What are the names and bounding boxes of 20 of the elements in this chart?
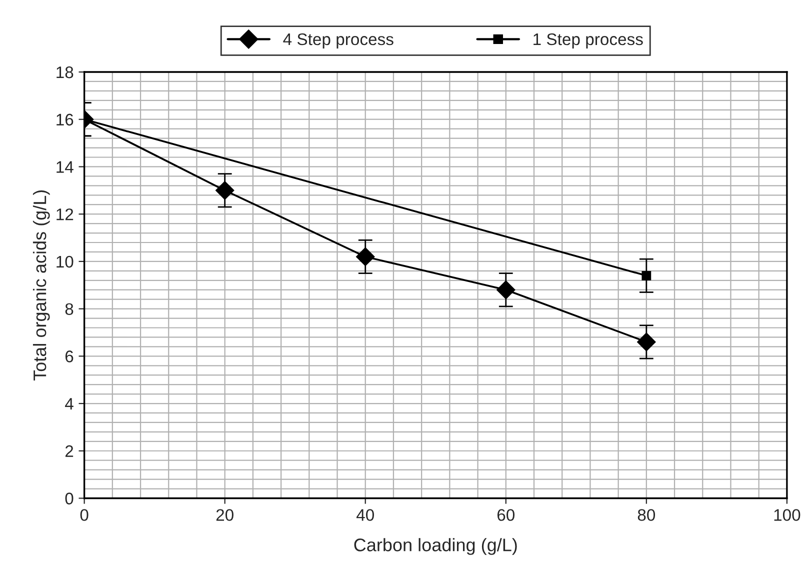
legend-label: 1 Step process bbox=[534, 33, 643, 48]
y-tick-label: 12 bbox=[56, 208, 74, 220]
y-tick-label: 8 bbox=[65, 303, 74, 316]
y-axis-title: Total organic acids (g/L) bbox=[32, 190, 50, 381]
x-axis-title: Carbon loading (g/L) bbox=[354, 538, 517, 555]
x-tick-label: 20 bbox=[216, 509, 234, 521]
y-tick-label: 14 bbox=[56, 161, 74, 173]
x-tick-label: 40 bbox=[356, 509, 374, 521]
y-tick-label: 2 bbox=[65, 445, 74, 457]
x-tick-label: 0 bbox=[80, 509, 88, 521]
x-tick-label: 60 bbox=[497, 509, 515, 521]
legend-label: 4 Step process bbox=[283, 33, 394, 48]
y-tick-label: 4 bbox=[65, 398, 74, 410]
y-tick-label: 0 bbox=[65, 492, 74, 504]
x-tick-label: 100 bbox=[774, 509, 800, 521]
y-tick-label: 16 bbox=[56, 114, 74, 126]
y-tick-label: 10 bbox=[56, 256, 74, 268]
y-tick-label: 18 bbox=[56, 66, 74, 78]
x-tick-label: 80 bbox=[638, 509, 656, 521]
y-tick-label: 6 bbox=[65, 350, 74, 362]
